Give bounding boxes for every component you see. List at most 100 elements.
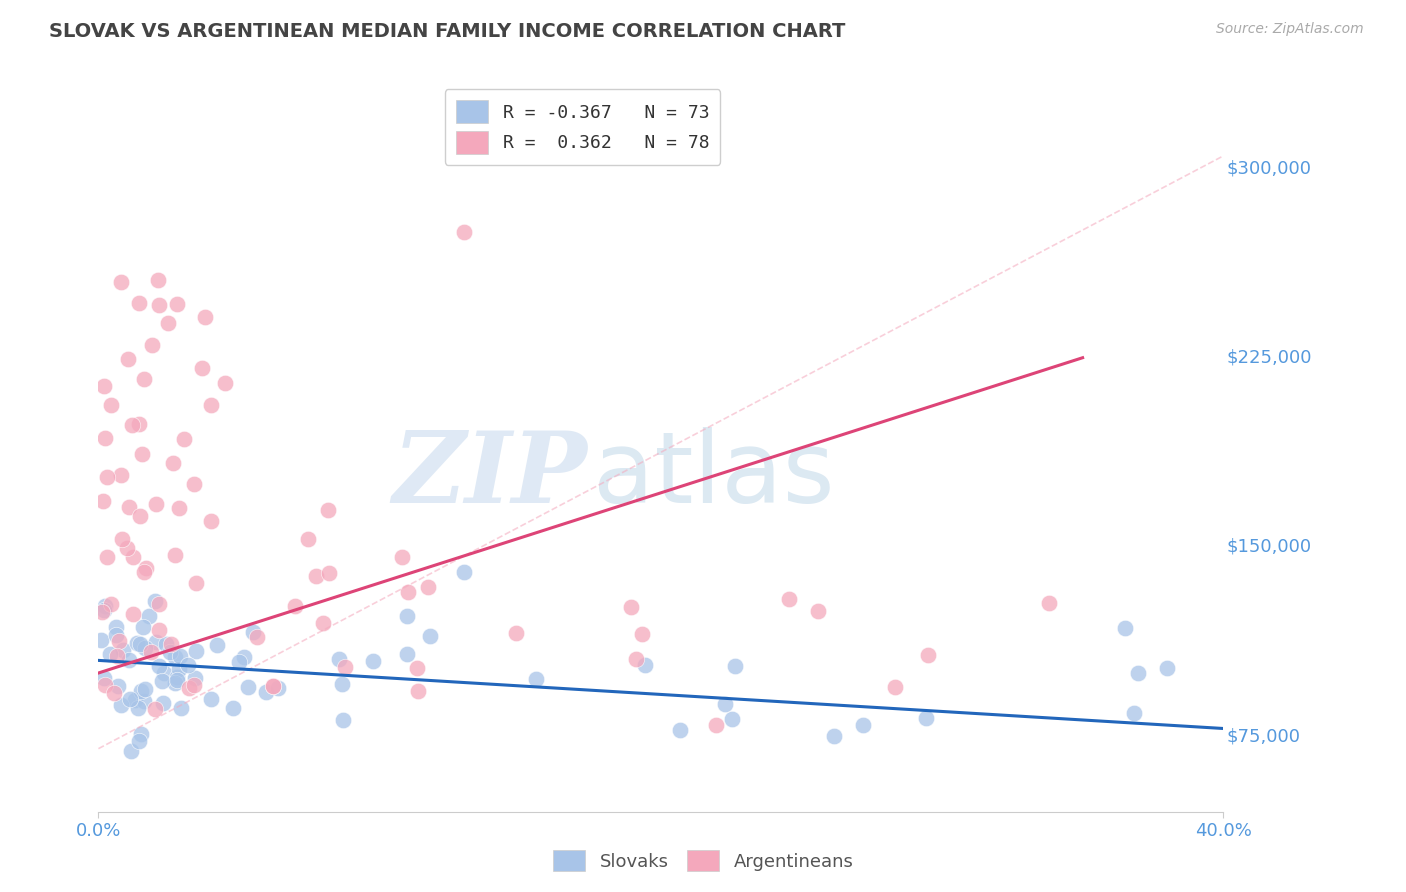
Point xyxy=(148,597,170,611)
Point xyxy=(94,599,117,613)
Point xyxy=(620,599,643,614)
Point xyxy=(128,296,150,310)
Point xyxy=(173,433,195,447)
Point xyxy=(267,681,290,696)
Point xyxy=(111,532,134,546)
Point xyxy=(150,673,173,688)
Point xyxy=(177,657,200,672)
Point xyxy=(396,584,419,599)
Point xyxy=(1123,706,1146,721)
Point xyxy=(153,665,176,680)
Point xyxy=(129,508,152,523)
Point xyxy=(118,653,141,667)
Point xyxy=(143,594,166,608)
Point xyxy=(110,698,132,712)
Legend: R = -0.367   N = 73, R =  0.362   N = 78: R = -0.367 N = 73, R = 0.362 N = 78 xyxy=(444,89,720,165)
Point xyxy=(91,494,114,508)
Point xyxy=(103,686,125,700)
Point xyxy=(254,685,277,699)
Point xyxy=(200,514,222,528)
Point xyxy=(167,662,190,676)
Point xyxy=(132,372,155,386)
Point xyxy=(128,637,150,651)
Point xyxy=(262,679,284,693)
Point xyxy=(131,619,153,633)
Point xyxy=(179,681,201,695)
Point xyxy=(807,604,830,618)
Point xyxy=(148,658,170,673)
Point xyxy=(524,672,547,686)
Point xyxy=(132,694,155,708)
Point xyxy=(1114,621,1136,635)
Point xyxy=(100,597,122,611)
Point xyxy=(135,561,157,575)
Point xyxy=(90,605,112,619)
Point xyxy=(631,627,654,641)
Point xyxy=(129,684,152,698)
Point xyxy=(121,607,143,622)
Point xyxy=(419,629,441,643)
Point xyxy=(128,734,150,748)
Text: atlas: atlas xyxy=(593,426,835,524)
Point xyxy=(105,620,128,634)
Point xyxy=(117,351,139,366)
Point xyxy=(318,566,340,580)
Point xyxy=(186,643,208,657)
Point xyxy=(194,310,217,325)
Point xyxy=(170,701,193,715)
Text: Source: ZipAtlas.com: Source: ZipAtlas.com xyxy=(1216,22,1364,37)
Point xyxy=(361,654,384,668)
Point xyxy=(166,673,188,688)
Legend: Slovaks, Argentineans: Slovaks, Argentineans xyxy=(546,843,860,879)
Point xyxy=(165,649,187,664)
Point xyxy=(332,713,354,727)
Point xyxy=(157,316,180,330)
Point xyxy=(205,638,228,652)
Point xyxy=(624,651,647,665)
Point xyxy=(165,676,187,690)
Point xyxy=(115,541,138,555)
Point xyxy=(823,729,845,743)
Point xyxy=(721,712,744,726)
Point xyxy=(159,636,181,650)
Point xyxy=(155,637,177,651)
Point xyxy=(884,680,907,694)
Point xyxy=(183,678,205,692)
Point xyxy=(110,275,132,289)
Point xyxy=(166,297,188,311)
Point xyxy=(134,681,156,696)
Point xyxy=(335,660,357,674)
Point xyxy=(148,623,170,637)
Point xyxy=(107,679,129,693)
Point xyxy=(100,398,122,412)
Point xyxy=(121,549,143,564)
Point xyxy=(328,652,350,666)
Point xyxy=(395,609,418,624)
Point xyxy=(330,677,353,691)
Point xyxy=(778,591,800,606)
Point xyxy=(127,701,149,715)
Point xyxy=(111,643,134,657)
Text: $225,000: $225,000 xyxy=(1226,349,1312,367)
Point xyxy=(312,616,335,631)
Point xyxy=(163,548,186,562)
Text: $300,000: $300,000 xyxy=(1226,160,1312,178)
Point xyxy=(233,649,256,664)
Point xyxy=(125,636,148,650)
Point xyxy=(134,641,156,656)
Text: SLOVAK VS ARGENTINEAN MEDIAN FAMILY INCOME CORRELATION CHART: SLOVAK VS ARGENTINEAN MEDIAN FAMILY INCO… xyxy=(49,22,845,41)
Point xyxy=(236,680,259,694)
Point xyxy=(1038,596,1060,610)
Point xyxy=(145,498,167,512)
Point xyxy=(214,376,236,390)
Point xyxy=(89,632,111,647)
Point xyxy=(107,634,129,648)
Text: ZIP: ZIP xyxy=(392,427,588,524)
Point xyxy=(93,603,115,617)
Point xyxy=(396,647,419,661)
Point xyxy=(714,697,737,711)
Point xyxy=(118,691,141,706)
Point xyxy=(183,477,205,491)
Point xyxy=(284,599,307,614)
Point xyxy=(118,500,141,514)
